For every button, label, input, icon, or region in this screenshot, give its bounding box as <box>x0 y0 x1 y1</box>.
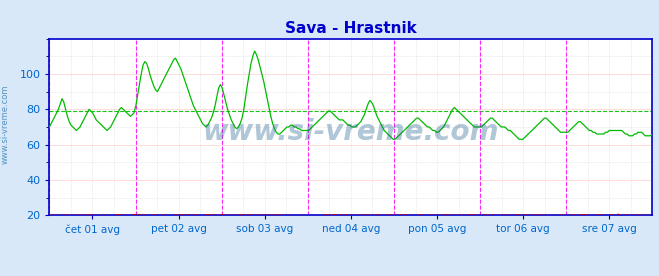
Text: www.si-vreme.com: www.si-vreme.com <box>203 118 499 146</box>
Title: Sava - Hrastnik: Sava - Hrastnik <box>285 21 416 36</box>
Text: www.si-vreme.com: www.si-vreme.com <box>1 84 10 164</box>
